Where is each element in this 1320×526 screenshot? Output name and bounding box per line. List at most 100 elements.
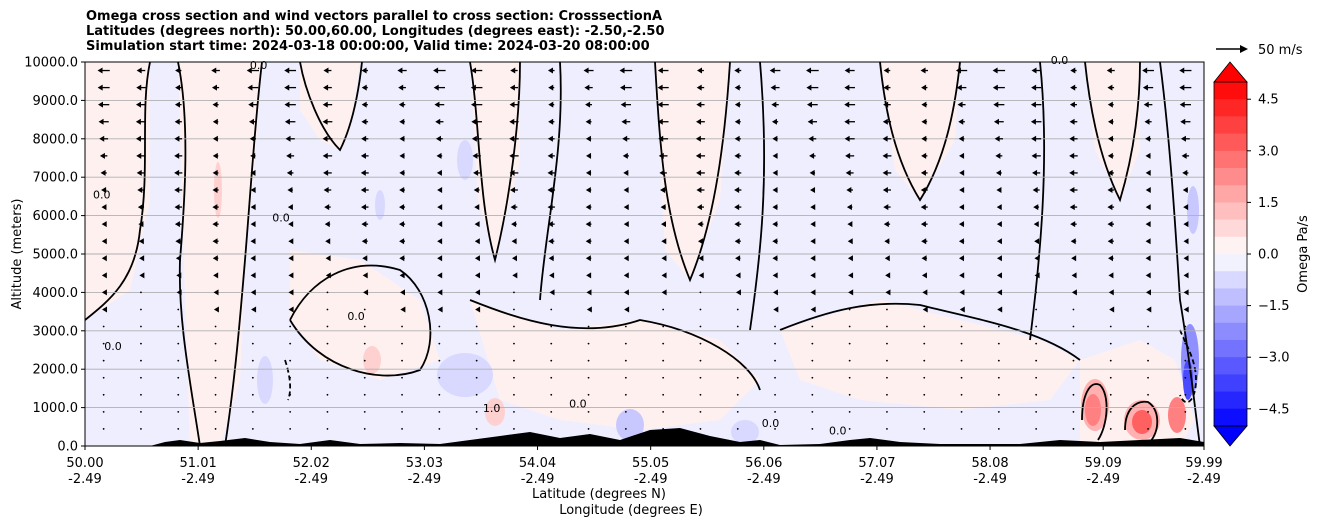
wind-vector — [361, 135, 369, 142]
negative-omega-cell — [257, 356, 273, 404]
wind-vector — [1147, 428, 1149, 430]
wind-vector — [1069, 204, 1078, 211]
wind-vector-head — [657, 84, 663, 91]
wind-vector — [774, 325, 776, 328]
wind-vector — [401, 342, 403, 345]
wind-vector — [101, 204, 107, 211]
positive-omega-region — [290, 250, 440, 380]
wind-vector — [1182, 187, 1188, 193]
wind-vector-head — [435, 118, 441, 125]
wind-vector — [734, 135, 741, 142]
wind-vector-head — [996, 204, 1002, 211]
wind-vector-head — [509, 118, 515, 125]
wind-vector — [734, 187, 742, 193]
wind-vector — [1183, 221, 1189, 228]
wind-vector-head — [1069, 187, 1075, 193]
wind-vector-head — [734, 204, 740, 211]
wind-vector-head — [1182, 169, 1188, 176]
wind-vector — [1107, 84, 1115, 91]
wind-vector — [1035, 376, 1038, 379]
wind-vector-head — [174, 204, 180, 211]
wind-vector — [471, 67, 483, 74]
wind-vector — [510, 204, 518, 211]
wind-vector-head — [959, 152, 965, 159]
wind-vector-head — [810, 306, 816, 313]
wind-vector — [806, 101, 818, 108]
x-tick-label-latitude: 53.03 — [406, 456, 443, 471]
wind-vector — [960, 359, 963, 362]
wind-vector — [475, 306, 481, 313]
wind-vector-head — [734, 101, 740, 108]
wind-vector-head — [399, 221, 405, 228]
wind-vector — [360, 152, 369, 159]
wind-vector — [471, 118, 482, 125]
wind-vector-head — [1031, 152, 1037, 159]
wind-vector — [810, 204, 816, 211]
wind-vector — [1106, 67, 1115, 74]
wind-vector-head — [698, 255, 704, 262]
x-tick-label-latitude: 54.04 — [519, 456, 556, 471]
positive-omega-cell — [485, 398, 505, 426]
wind-vector-head — [959, 306, 965, 313]
wind-vector — [772, 152, 778, 159]
wind-vector — [734, 169, 742, 176]
wind-vector-head — [1145, 187, 1151, 193]
wind-vector — [810, 238, 816, 245]
x-tick-label-longitude: -2.49 — [1187, 472, 1221, 487]
y-tick-label: 9000.0 — [33, 94, 79, 109]
wind-vector-head — [623, 169, 629, 176]
wind-vector — [661, 238, 667, 245]
wind-vector-head — [848, 272, 854, 279]
wind-vector-head — [1069, 135, 1075, 142]
wind-vector-head — [586, 306, 592, 313]
wind-vector — [622, 152, 629, 159]
wind-vector — [696, 101, 705, 108]
wind-vector-head — [771, 101, 777, 108]
wind-vector — [844, 67, 855, 74]
wind-vector-head — [212, 101, 218, 108]
wind-vector — [548, 84, 555, 91]
wind-vector — [361, 221, 369, 228]
wind-vector — [699, 359, 702, 362]
wind-vector-head — [250, 255, 256, 262]
positive-omega-region — [470, 62, 520, 260]
wind-vector-head — [101, 289, 107, 296]
wind-vector — [397, 67, 407, 74]
wind-vector — [920, 187, 928, 193]
wind-vector — [140, 308, 142, 311]
wind-vector — [848, 308, 851, 311]
wind-vector — [920, 67, 928, 74]
wind-vector — [922, 306, 928, 313]
wind-vector — [997, 393, 1000, 396]
wind-vector — [212, 152, 219, 159]
wind-vector — [774, 410, 776, 413]
wind-vector — [213, 289, 219, 296]
wind-vector — [289, 428, 292, 430]
wind-vector — [810, 221, 816, 228]
wind-vector — [550, 342, 553, 345]
wind-vector — [1033, 204, 1040, 211]
wind-vector — [212, 101, 219, 108]
wind-vector-head — [1106, 67, 1112, 74]
wind-vector — [326, 342, 329, 345]
colorbar-band — [1214, 340, 1247, 358]
wind-vector — [848, 410, 851, 413]
wind-vector-head — [623, 238, 629, 245]
wind-vector-head — [1070, 67, 1076, 74]
wind-vector-head — [958, 118, 964, 125]
wind-vector — [101, 221, 107, 228]
wind-vector — [885, 289, 891, 296]
wind-vector — [1069, 187, 1078, 193]
wind-vector-head — [548, 238, 554, 245]
wind-vector-head — [661, 272, 667, 279]
wind-vector-head — [174, 101, 180, 108]
wind-vector — [847, 255, 853, 262]
wind-vector — [326, 308, 329, 311]
wind-vector — [436, 169, 442, 176]
wind-vector-head — [250, 187, 256, 193]
wind-vector — [623, 272, 629, 279]
positive-omega-region — [85, 62, 150, 320]
wind-vector-head — [995, 152, 1001, 159]
wind-vector-head — [361, 67, 367, 74]
wind-vector — [1031, 135, 1042, 142]
